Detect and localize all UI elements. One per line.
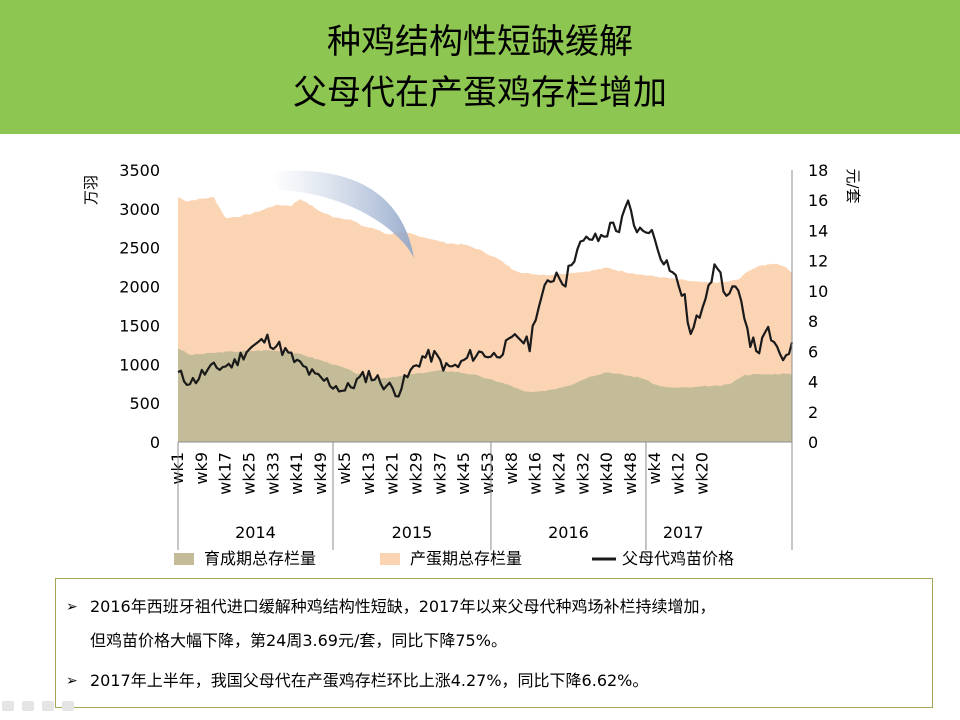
x-tick-label: wk49 — [311, 452, 330, 495]
decorative-swoosh — [270, 170, 414, 258]
legend-swatch — [380, 553, 400, 565]
x-tick-label: wk9 — [192, 452, 211, 485]
y-right-tick-label: 2 — [808, 403, 818, 422]
x-tick-label: wk20 — [693, 452, 712, 495]
price-line — [177, 199, 794, 398]
year-label: 2017 — [663, 523, 704, 542]
x-tick-label: wk16 — [526, 452, 545, 495]
y-left-tick-label: 1000 — [119, 355, 160, 374]
page-title-line1: 种鸡结构性短缺缓解 — [327, 22, 633, 62]
y-right-tick-label: 8 — [808, 312, 818, 331]
prev-slide-icon[interactable] — [2, 701, 14, 711]
y-left-tick-label: 1500 — [119, 316, 160, 335]
year-label: 2014 — [235, 523, 276, 542]
note-1-cont-text: 但鸡苗价格大幅下降，第24周3.69元/套，同比下降75%。 — [90, 631, 507, 650]
x-tick-label: wk12 — [669, 452, 688, 495]
arrow-bullet-icon: ➢ — [66, 599, 78, 615]
y-right-tick-label: 10 — [808, 282, 828, 301]
slide-nav-controls[interactable] — [2, 696, 112, 712]
x-tick-label: wk24 — [550, 452, 569, 495]
area-growing-stock — [178, 348, 792, 442]
y-right-tick-label: 14 — [808, 221, 828, 240]
x-tick-label: wk8 — [502, 452, 521, 485]
x-tick-label: wk17 — [216, 452, 235, 495]
arrow-bullet-icon: ➢ — [66, 673, 78, 689]
x-tick-label: wk25 — [240, 452, 259, 495]
y-right-tick-label: 0 — [808, 433, 818, 452]
note-1-text: 2016年西班牙祖代进口缓解种鸡结构性短缺，2017年以来父母代种鸡场补栏持续增… — [90, 597, 716, 616]
x-tick-label: wk40 — [597, 452, 616, 495]
x-tick-label: wk33 — [263, 452, 282, 495]
year-label: 2016 — [548, 523, 589, 542]
year-label: 2015 — [392, 523, 433, 542]
legend-label: 育成期总存栏量 — [204, 549, 316, 568]
x-tick-label: wk41 — [287, 452, 306, 495]
y-axis-left-label: 万羽 — [82, 175, 100, 205]
stock-price-chart: 0 500 1000 1500 2000 2500 3000 3500 0 2 4 6 8 10 12 14… — [82, 161, 862, 568]
x-tick-label: wk48 — [621, 452, 640, 495]
legend-label: 产蛋期总存栏量 — [410, 549, 522, 568]
pen-icon[interactable] — [22, 701, 34, 711]
x-tick-label: wk29 — [406, 452, 425, 495]
title-banner — [0, 0, 960, 134]
page-title-line2: 父母代在产蛋鸡存栏增加 — [293, 73, 667, 113]
x-tick-label: wk5 — [335, 452, 354, 485]
x-tick-label: wk53 — [478, 452, 497, 495]
y-left-tick-label: 3000 — [119, 200, 160, 219]
menu-icon[interactable] — [42, 701, 54, 711]
y-left-tick-label: 2000 — [119, 278, 160, 297]
y-left-tick-label: 3500 — [119, 161, 160, 180]
y-right-tick-label: 6 — [808, 342, 818, 361]
x-tick-label: wk4 — [645, 452, 664, 485]
legend-label: 父母代鸡苗价格 — [622, 549, 734, 568]
y-left-tick-label: 500 — [129, 394, 160, 413]
y-right-tick-label: 16 — [808, 191, 828, 210]
y-left-tick-label: 0 — [150, 433, 160, 452]
x-tick-label: wk32 — [573, 452, 592, 495]
y-axis-right-label: 元/套 — [844, 168, 862, 203]
y-right-tick-label: 18 — [808, 161, 828, 180]
x-tick-label: wk21 — [383, 452, 402, 495]
x-tick-label: wk45 — [454, 452, 473, 495]
legend-swatch — [174, 553, 194, 565]
x-tick-label: wk37 — [430, 452, 449, 495]
notes-box: ➢ 2016年西班牙祖代进口缓解种鸡结构性短缺，2017年以来父母代种鸡场补栏持… — [55, 578, 933, 708]
y-right-tick-label: 4 — [808, 373, 818, 392]
y-right-tick-label: 12 — [808, 252, 828, 271]
note-2-text: 2017年上半年，我国父母代在产蛋鸡存栏环比上涨4.27%，同比下降6.62%。 — [90, 671, 649, 690]
next-slide-icon[interactable] — [62, 701, 74, 711]
y-left-tick-label: 2500 — [119, 239, 160, 258]
x-tick-label: wk13 — [359, 452, 378, 495]
